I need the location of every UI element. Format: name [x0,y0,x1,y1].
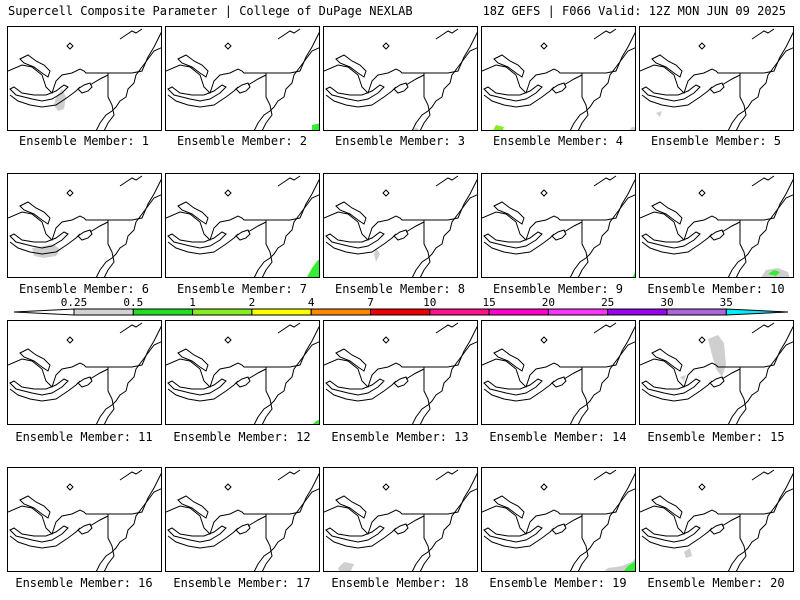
member-label: Ensemble Member: 4 [492,134,624,148]
member-map [482,28,635,130]
member-label: Ensemble Member: 19 [489,576,627,590]
map-panel-member-20 [639,467,794,572]
member-map [640,28,793,130]
member-label: Ensemble Member: 20 [647,576,785,590]
member-label: Ensemble Member: 8 [334,282,466,296]
member-label: Ensemble Member: 5 [650,134,782,148]
colorbar-segment [310,308,372,316]
map-panel-member-4 [481,26,636,131]
colorbar-tick-label: 10 [423,296,437,309]
colorbar-segment [192,308,253,316]
member-label: Ensemble Member: 7 [176,282,308,296]
member-label: Ensemble Member: 1 [18,134,150,148]
map-panel-member-19 [481,467,636,572]
member-map [324,469,477,571]
member-map [166,28,319,130]
member-map [166,469,319,571]
member-label: Ensemble Member: 12 [173,430,311,444]
member-map [8,28,161,130]
member-map [8,175,161,277]
member-label: Ensemble Member: 2 [176,134,308,148]
colorbar-legend [13,308,789,316]
colorbar-tick-label: 35 [719,296,733,309]
colorbar-tick-label: 0.5 [123,296,144,309]
member-map [8,469,161,571]
colorbar-segment [547,308,609,316]
member-map [482,469,635,571]
map-panel-member-13 [323,320,478,425]
colorbar-segment [73,308,134,316]
map-panel-member-2 [165,26,320,131]
member-map [640,175,793,277]
colorbar-tick-label: 2 [248,296,256,309]
member-label: Ensemble Member: 10 [647,282,785,296]
map-panel-member-5 [639,26,794,131]
colorbar-segment [429,308,490,316]
member-map [482,175,635,277]
member-label: Ensemble Member: 6 [18,282,150,296]
map-panel-member-17 [165,467,320,572]
member-map [324,175,477,277]
map-panel-member-6 [7,173,162,278]
member-map [640,322,793,424]
run-info: 18Z GEFS | F066 Valid: 12Z MON JUN 09 20… [482,4,786,18]
colorbar-tick-label: 7 [367,296,374,309]
colorbar-tick-label: 30 [660,296,674,309]
map-panel-member-11 [7,320,162,425]
colorbar-tick-label: 0.25 [60,296,88,309]
colorbar-tick-label: 1 [189,296,196,309]
member-label: Ensemble Member: 13 [331,430,469,444]
member-label: Ensemble Member: 17 [173,576,311,590]
member-map [166,175,319,277]
member-label: Ensemble Member: 16 [15,576,153,590]
member-label: Ensemble Member: 14 [489,430,627,444]
member-map [482,322,635,424]
colorbar-segment [370,308,431,316]
map-panel-member-7 [165,173,320,278]
map-panel-member-1 [7,26,162,131]
colorbar-segment [666,308,727,316]
member-label: Ensemble Member: 15 [647,430,785,444]
map-panel-member-3 [323,26,478,131]
member-label: Ensemble Member: 9 [492,282,624,296]
member-map [640,469,793,571]
colorbar-segment [488,308,549,316]
colorbar-segment [132,308,194,316]
map-panel-member-15 [639,320,794,425]
map-panel-member-12 [165,320,320,425]
colorbar-tick-label: 25 [601,296,615,309]
colorbar-tick-label: 4 [307,296,315,309]
member-map [166,322,319,424]
colorbar-low-end [13,308,75,316]
map-panel-member-9 [481,173,636,278]
colorbar-tick-label: 15 [482,296,496,309]
map-panel-member-10 [639,173,794,278]
map-panel-member-8 [323,173,478,278]
member-map [8,322,161,424]
colorbar-segment [251,308,312,316]
colorbar-segment [607,308,668,316]
colorbar-tick-label: 20 [541,296,556,309]
member-map [324,322,477,424]
member-label: Ensemble Member: 11 [15,430,153,444]
member-label: Ensemble Member: 3 [334,134,466,148]
member-map [324,28,477,130]
map-panel-member-16 [7,467,162,572]
map-panel-member-18 [323,467,478,572]
colorbar-high-end [725,308,789,316]
map-panel-member-14 [481,320,636,425]
page-title: Supercell Composite Parameter | College … [8,4,413,18]
member-label: Ensemble Member: 18 [331,576,469,590]
